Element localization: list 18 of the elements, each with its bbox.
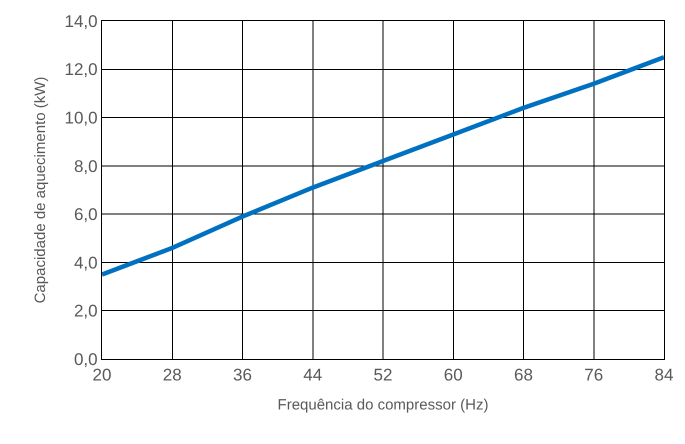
x-tick-label: 68 — [514, 365, 533, 384]
x-tick-label: 44 — [303, 365, 322, 384]
line-series — [102, 54, 664, 277]
y-axis-title: Capacidade de aquecimento (kW) — [32, 76, 49, 304]
x-axis-title: Frequência do compressor (Hz) — [278, 396, 488, 414]
y-tick-label: 14,0 — [64, 12, 98, 31]
y-tick-label: 4,0 — [74, 253, 98, 272]
y-tick-label: 6,0 — [74, 205, 98, 224]
x-tick-label: 52 — [374, 365, 392, 384]
x-tick-label: 84 — [654, 365, 674, 384]
x-tick-label: 76 — [584, 365, 604, 384]
x-tick-label: 28 — [162, 365, 182, 384]
y-tick-label: 12,0 — [64, 60, 98, 80]
x-tick-label: 36 — [233, 365, 252, 384]
y-tick-label: 10,0 — [64, 108, 98, 128]
y-tick-label: 2,0 — [74, 302, 98, 321]
y-tick-label: 8,0 — [74, 156, 98, 176]
x-tick-label: 60 — [444, 365, 463, 384]
